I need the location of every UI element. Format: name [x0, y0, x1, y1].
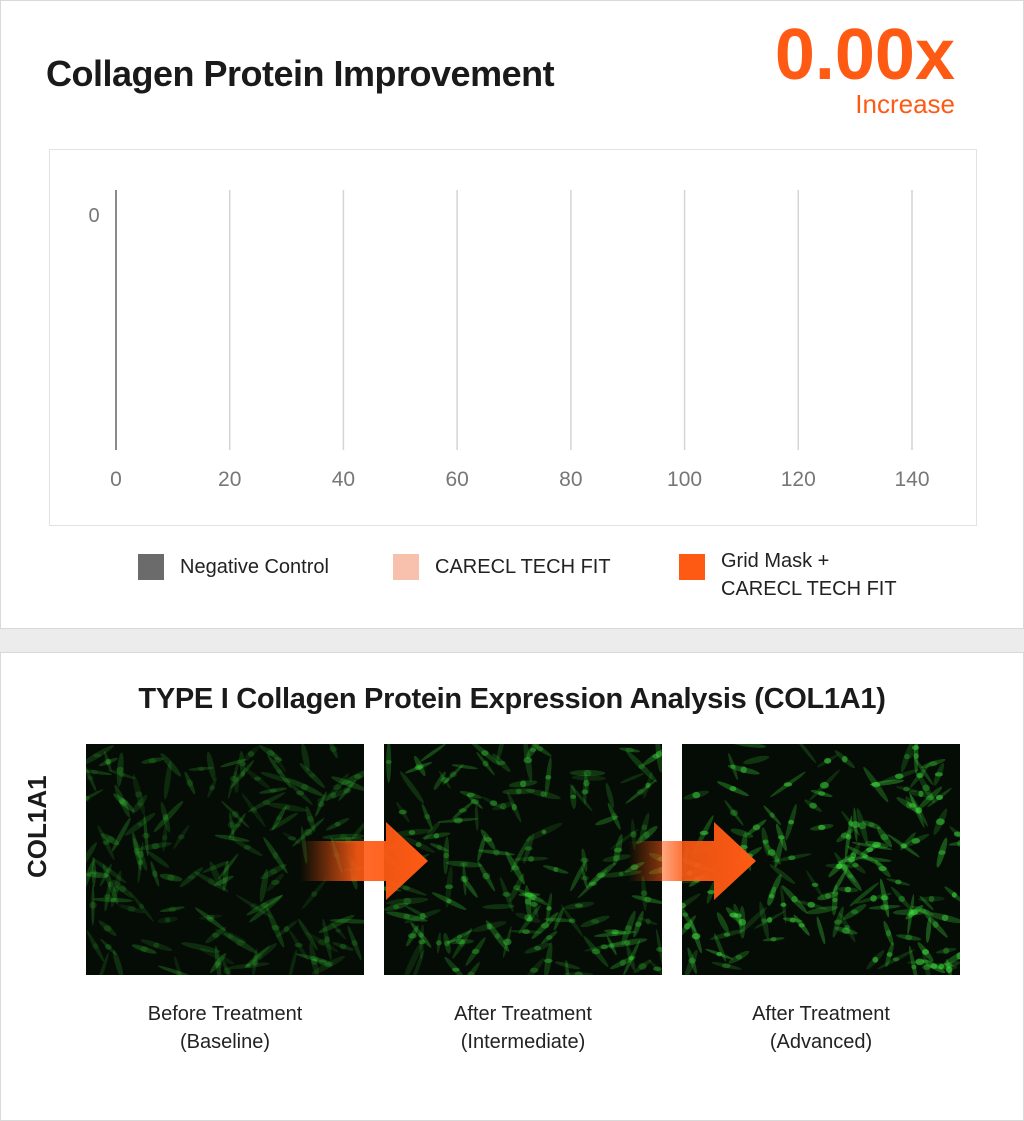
legend-swatch [679, 554, 705, 580]
right-arrow-icon [300, 822, 428, 900]
legend-swatch [138, 554, 164, 580]
y-category-label: 0 [88, 205, 99, 227]
micrograph-intermediate [384, 744, 662, 975]
legend-swatch [393, 554, 419, 580]
increase-label: Increase [855, 89, 955, 119]
increase-value: 0.00x [774, 15, 955, 95]
caption-intermediate: After Treatment (Intermediate) [454, 1003, 592, 1053]
bar-chart: 0 20 40 60 80 100 120 140 0 [88, 190, 930, 491]
x-tick-label: 120 [781, 468, 816, 491]
x-tick-label: 40 [332, 468, 355, 491]
col1a1-side-label: COL1A1 [22, 775, 52, 878]
caption-baseline: Before Treatment (Baseline) [147, 1003, 303, 1053]
x-tick-label: 20 [218, 468, 241, 491]
chart-card: Collagen Protein Improvement 0.00x Incre… [0, 0, 1024, 629]
x-tick-label: 0 [110, 468, 122, 491]
analysis-title: TYPE I Collagen Protein Expression Analy… [138, 683, 886, 715]
right-arrow-icon [628, 822, 756, 900]
x-tick-label: 60 [445, 468, 468, 491]
micrograph-baseline [86, 744, 364, 975]
x-tick-label: 140 [894, 468, 929, 491]
legend-label: CARECL TECH FIT [435, 556, 611, 578]
legend-item-grid-mask: Grid Mask + CARECL TECH FIT [679, 547, 897, 603]
chart-title: Collagen Protein Improvement [46, 53, 555, 94]
x-tick-label: 80 [559, 468, 582, 491]
legend-label: Grid Mask + CARECL TECH FIT [721, 550, 897, 600]
x-tick-label: 100 [667, 468, 702, 491]
legend-item-negative-control: Negative Control [138, 553, 329, 581]
legend-item-carecl-tech-fit: CARECL TECH FIT [393, 553, 611, 581]
caption-advanced: After Treatment (Advanced) [752, 1003, 890, 1053]
legend-label: Negative Control [180, 556, 329, 578]
chart-area: 0 20 40 60 80 100 120 140 0 [49, 149, 977, 526]
